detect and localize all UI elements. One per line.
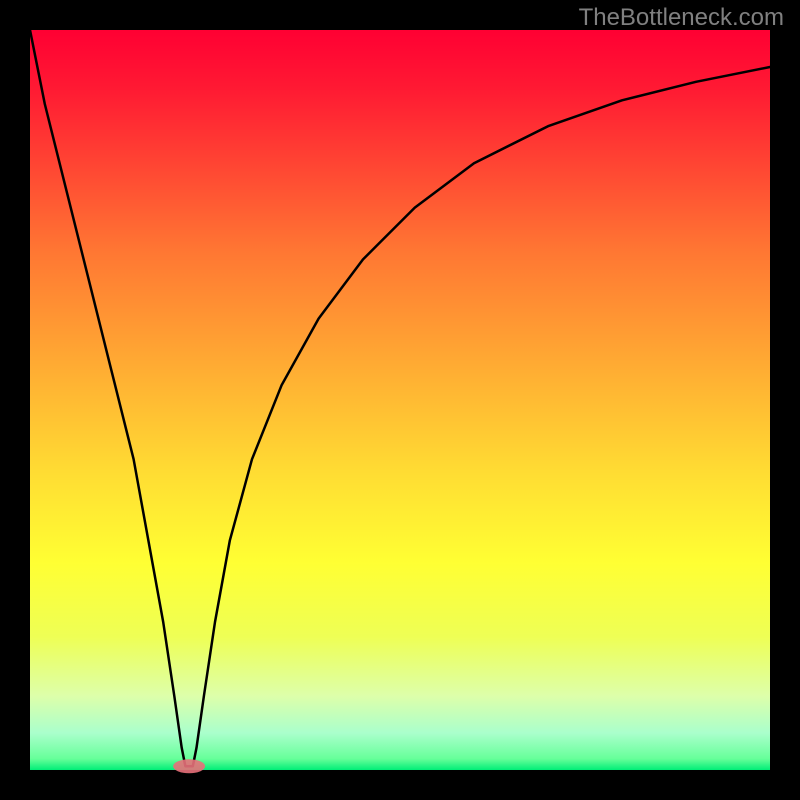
- bottleneck-curve: [30, 30, 770, 766]
- watermark-text: TheBottleneck.com: [579, 4, 784, 32]
- optimal-point-marker: [173, 759, 205, 773]
- chart-container: TheBottleneck.com: [0, 0, 800, 800]
- chart-svg: [0, 0, 800, 800]
